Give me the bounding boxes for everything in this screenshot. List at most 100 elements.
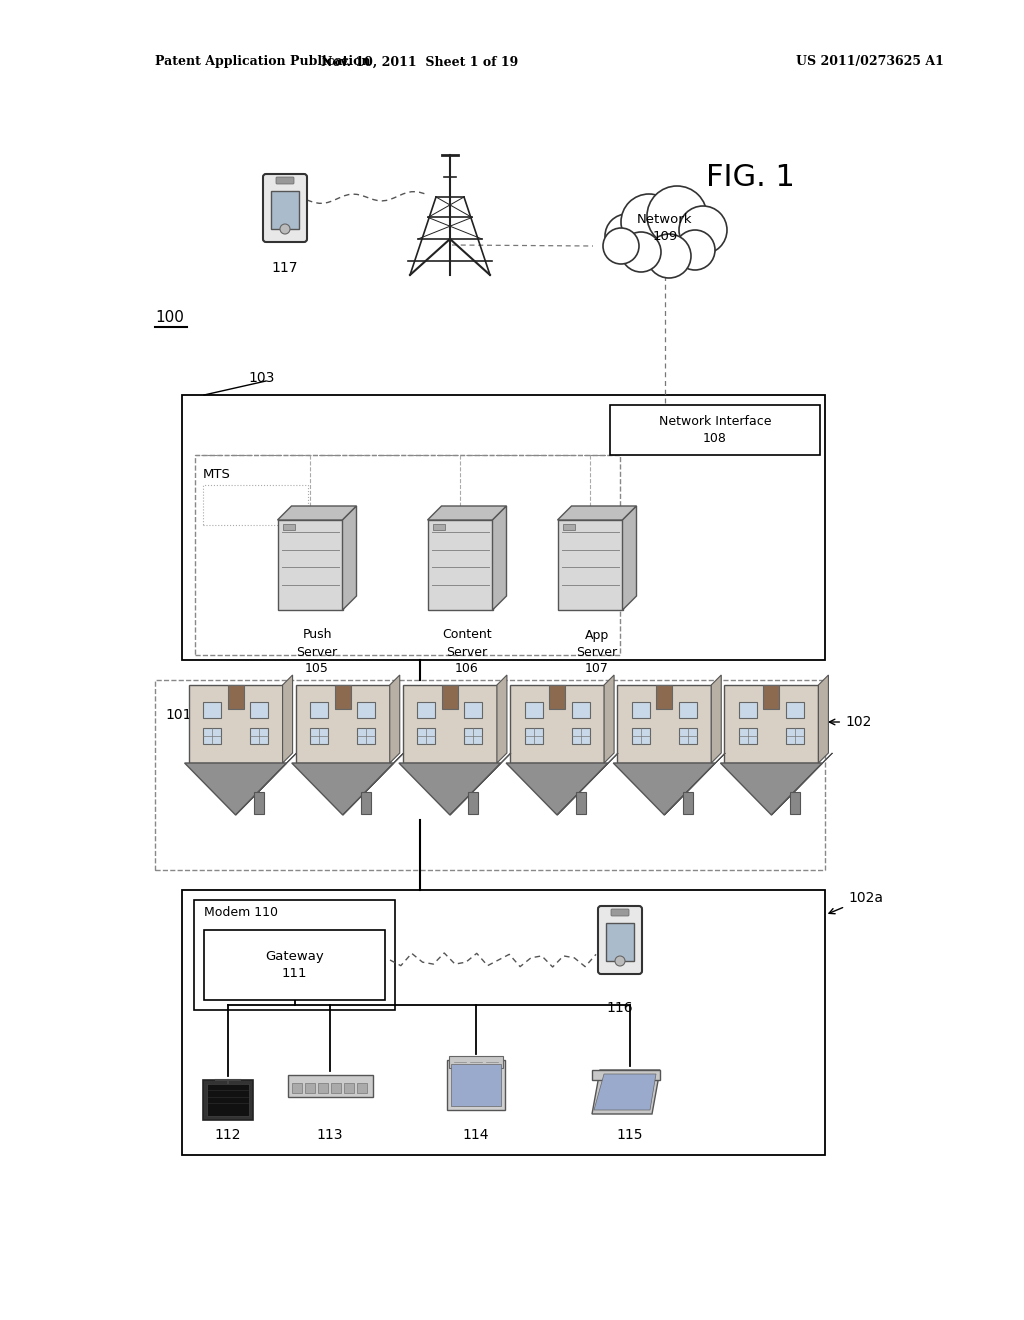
Bar: [250, 727, 268, 744]
Bar: [418, 727, 435, 744]
Text: Gateway
111: Gateway 111: [265, 950, 324, 979]
Bar: [418, 702, 435, 718]
Bar: [204, 931, 385, 1001]
Bar: [468, 792, 478, 813]
Bar: [790, 792, 800, 813]
Circle shape: [675, 230, 715, 271]
Bar: [679, 727, 696, 744]
Polygon shape: [342, 506, 356, 610]
FancyBboxPatch shape: [598, 906, 642, 974]
Bar: [739, 727, 757, 744]
Polygon shape: [188, 685, 283, 763]
Bar: [571, 702, 590, 718]
Bar: [610, 405, 820, 455]
Polygon shape: [604, 675, 614, 763]
Bar: [250, 702, 268, 718]
Polygon shape: [236, 752, 297, 814]
Polygon shape: [343, 752, 403, 814]
Text: 101: 101: [165, 708, 191, 722]
Polygon shape: [721, 763, 822, 814]
Bar: [357, 702, 375, 718]
Circle shape: [621, 194, 677, 249]
Text: 103: 103: [248, 371, 274, 385]
FancyBboxPatch shape: [263, 174, 307, 242]
Text: MTS
104: MTS 104: [203, 469, 230, 498]
Bar: [575, 792, 586, 813]
Bar: [335, 685, 351, 709]
FancyBboxPatch shape: [593, 205, 737, 252]
Bar: [203, 702, 221, 718]
Polygon shape: [617, 685, 712, 763]
Text: 116: 116: [606, 1001, 633, 1015]
Text: 113: 113: [316, 1129, 343, 1142]
Circle shape: [603, 228, 639, 264]
Bar: [203, 727, 221, 744]
Bar: [785, 702, 804, 718]
Bar: [739, 702, 757, 718]
Polygon shape: [292, 763, 394, 814]
Text: Push
Server
105: Push Server 105: [296, 628, 338, 676]
Text: Network Interface
108: Network Interface 108: [658, 414, 771, 445]
Polygon shape: [278, 506, 356, 520]
Bar: [356, 1082, 367, 1093]
Bar: [465, 727, 482, 744]
Polygon shape: [184, 763, 287, 814]
Text: 115: 115: [616, 1129, 643, 1142]
FancyBboxPatch shape: [432, 524, 444, 531]
FancyBboxPatch shape: [562, 524, 574, 531]
Bar: [361, 792, 372, 813]
Polygon shape: [613, 763, 715, 814]
Bar: [331, 1082, 341, 1093]
FancyBboxPatch shape: [606, 923, 634, 961]
Bar: [524, 727, 543, 744]
Text: US 2011/0273625 A1: US 2011/0273625 A1: [796, 55, 944, 69]
Bar: [288, 1074, 373, 1097]
Bar: [571, 727, 590, 744]
Circle shape: [621, 232, 662, 272]
Bar: [155, 680, 825, 870]
Bar: [194, 900, 395, 1010]
Bar: [254, 792, 264, 813]
Circle shape: [615, 956, 625, 966]
Bar: [656, 685, 672, 709]
Bar: [207, 1084, 249, 1115]
Polygon shape: [557, 506, 637, 520]
Bar: [310, 727, 329, 744]
Bar: [764, 685, 779, 709]
Polygon shape: [283, 675, 293, 763]
Text: Content
Server
106: Content Server 106: [442, 628, 492, 676]
Bar: [679, 702, 696, 718]
Polygon shape: [450, 752, 511, 814]
Bar: [632, 727, 650, 744]
Polygon shape: [427, 506, 507, 520]
Bar: [292, 1082, 301, 1093]
Text: Patent Application Publication: Patent Application Publication: [155, 55, 371, 69]
Circle shape: [679, 206, 727, 253]
Polygon shape: [427, 520, 493, 610]
Bar: [683, 792, 693, 813]
Polygon shape: [623, 506, 637, 610]
FancyBboxPatch shape: [271, 190, 299, 230]
Polygon shape: [278, 520, 342, 610]
Circle shape: [280, 224, 290, 234]
FancyBboxPatch shape: [276, 177, 294, 183]
Bar: [182, 890, 825, 1155]
Bar: [195, 455, 620, 655]
Text: FIG. 1: FIG. 1: [706, 164, 795, 193]
Text: 102: 102: [829, 715, 871, 729]
Text: 102a: 102a: [829, 891, 883, 913]
Polygon shape: [557, 752, 618, 814]
Text: 100: 100: [155, 310, 184, 325]
Bar: [465, 702, 482, 718]
Circle shape: [647, 234, 691, 279]
Text: 117: 117: [271, 261, 298, 275]
Bar: [203, 1080, 253, 1119]
Polygon shape: [771, 752, 833, 814]
Bar: [785, 727, 804, 744]
Text: 114: 114: [463, 1129, 489, 1142]
FancyBboxPatch shape: [611, 909, 629, 916]
Polygon shape: [506, 763, 608, 814]
Bar: [632, 702, 650, 718]
Bar: [549, 685, 565, 709]
Bar: [304, 1082, 314, 1093]
